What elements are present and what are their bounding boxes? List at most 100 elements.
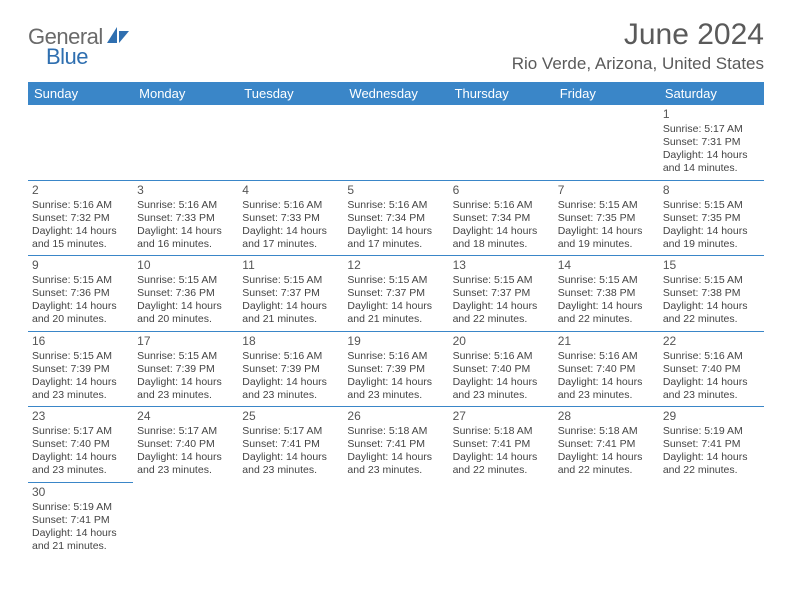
sunrise-text: Sunrise: 5:15 AM <box>663 274 760 287</box>
page: General June 2024 Rio Verde, Arizona, Un… <box>0 0 792 557</box>
day-number: 18 <box>242 334 339 349</box>
daylight-text: Daylight: 14 hours <box>663 376 760 389</box>
calendar-cell: 7Sunrise: 5:15 AMSunset: 7:35 PMDaylight… <box>554 180 659 256</box>
day-header-row: Sunday Monday Tuesday Wednesday Thursday… <box>28 82 764 105</box>
day-number: 16 <box>32 334 129 349</box>
daylight-text: Daylight: 14 hours <box>663 149 760 162</box>
daylight-text: and 22 minutes. <box>558 313 655 326</box>
sunrise-text: Sunrise: 5:15 AM <box>32 350 129 363</box>
calendar-cell <box>449 482 554 557</box>
daylight-text: and 23 minutes. <box>32 464 129 477</box>
sunset-text: Sunset: 7:39 PM <box>137 363 234 376</box>
daylight-text: Daylight: 14 hours <box>663 300 760 313</box>
sunrise-text: Sunrise: 5:16 AM <box>32 199 129 212</box>
calendar-cell: 8Sunrise: 5:15 AMSunset: 7:35 PMDaylight… <box>659 180 764 256</box>
calendar-cell <box>133 482 238 557</box>
sunset-text: Sunset: 7:35 PM <box>663 212 760 225</box>
sunrise-text: Sunrise: 5:15 AM <box>558 274 655 287</box>
day-number: 13 <box>453 258 550 273</box>
daylight-text: and 21 minutes. <box>347 313 444 326</box>
calendar-cell: 2Sunrise: 5:16 AMSunset: 7:32 PMDaylight… <box>28 180 133 256</box>
day-number: 26 <box>347 409 444 424</box>
day-number: 7 <box>558 183 655 198</box>
daylight-text: and 18 minutes. <box>453 238 550 251</box>
calendar-week-row: 30Sunrise: 5:19 AMSunset: 7:41 PMDayligh… <box>28 482 764 557</box>
daylight-text: Daylight: 14 hours <box>32 527 129 540</box>
calendar-cell <box>238 105 343 180</box>
daylight-text: Daylight: 14 hours <box>663 451 760 464</box>
day-number: 3 <box>137 183 234 198</box>
calendar-cell: 15Sunrise: 5:15 AMSunset: 7:38 PMDayligh… <box>659 256 764 332</box>
day-number: 23 <box>32 409 129 424</box>
day-number: 21 <box>558 334 655 349</box>
sunrise-text: Sunrise: 5:15 AM <box>347 274 444 287</box>
daylight-text: and 22 minutes. <box>663 464 760 477</box>
daylight-text: Daylight: 14 hours <box>453 225 550 238</box>
sunset-text: Sunset: 7:34 PM <box>347 212 444 225</box>
sunrise-text: Sunrise: 5:17 AM <box>242 425 339 438</box>
day-number: 1 <box>663 107 760 122</box>
daylight-text: and 23 minutes. <box>137 464 234 477</box>
sunrise-text: Sunrise: 5:15 AM <box>242 274 339 287</box>
calendar-cell: 19Sunrise: 5:16 AMSunset: 7:39 PMDayligh… <box>343 331 448 407</box>
daylight-text: Daylight: 14 hours <box>558 225 655 238</box>
calendar-cell: 26Sunrise: 5:18 AMSunset: 7:41 PMDayligh… <box>343 407 448 483</box>
sunset-text: Sunset: 7:37 PM <box>242 287 339 300</box>
sunrise-text: Sunrise: 5:16 AM <box>242 350 339 363</box>
sunrise-text: Sunrise: 5:16 AM <box>453 199 550 212</box>
calendar-cell: 22Sunrise: 5:16 AMSunset: 7:40 PMDayligh… <box>659 331 764 407</box>
daylight-text: and 21 minutes. <box>32 540 129 553</box>
day-number: 15 <box>663 258 760 273</box>
sunset-text: Sunset: 7:37 PM <box>453 287 550 300</box>
calendar-week-row: 9Sunrise: 5:15 AMSunset: 7:36 PMDaylight… <box>28 256 764 332</box>
daylight-text: and 22 minutes. <box>453 313 550 326</box>
sunrise-text: Sunrise: 5:18 AM <box>453 425 550 438</box>
sunset-text: Sunset: 7:40 PM <box>663 363 760 376</box>
day-number: 5 <box>347 183 444 198</box>
sunset-text: Sunset: 7:41 PM <box>663 438 760 451</box>
daylight-text: and 15 minutes. <box>32 238 129 251</box>
calendar-cell: 27Sunrise: 5:18 AMSunset: 7:41 PMDayligh… <box>449 407 554 483</box>
title-block: June 2024 Rio Verde, Arizona, United Sta… <box>512 18 764 74</box>
daylight-text: and 22 minutes. <box>663 313 760 326</box>
calendar-cell: 24Sunrise: 5:17 AMSunset: 7:40 PMDayligh… <box>133 407 238 483</box>
daylight-text: Daylight: 14 hours <box>242 225 339 238</box>
calendar-cell <box>343 105 448 180</box>
calendar-cell: 16Sunrise: 5:15 AMSunset: 7:39 PMDayligh… <box>28 331 133 407</box>
calendar-cell: 1Sunrise: 5:17 AMSunset: 7:31 PMDaylight… <box>659 105 764 180</box>
calendar-table: Sunday Monday Tuesday Wednesday Thursday… <box>28 82 764 557</box>
sunrise-text: Sunrise: 5:18 AM <box>558 425 655 438</box>
day-number: 12 <box>347 258 444 273</box>
sunset-text: Sunset: 7:40 PM <box>137 438 234 451</box>
calendar-cell: 18Sunrise: 5:16 AMSunset: 7:39 PMDayligh… <box>238 331 343 407</box>
daylight-text: Daylight: 14 hours <box>558 376 655 389</box>
sunset-text: Sunset: 7:41 PM <box>453 438 550 451</box>
day-number: 19 <box>347 334 444 349</box>
header-row: General June 2024 Rio Verde, Arizona, Un… <box>28 18 764 74</box>
daylight-text: and 17 minutes. <box>242 238 339 251</box>
daylight-text: and 23 minutes. <box>32 389 129 402</box>
sunset-text: Sunset: 7:41 PM <box>558 438 655 451</box>
logo-sail-icon <box>105 25 131 50</box>
calendar-cell: 3Sunrise: 5:16 AMSunset: 7:33 PMDaylight… <box>133 180 238 256</box>
sunrise-text: Sunrise: 5:16 AM <box>453 350 550 363</box>
sunset-text: Sunset: 7:34 PM <box>453 212 550 225</box>
sunrise-text: Sunrise: 5:15 AM <box>663 199 760 212</box>
calendar-week-row: 2Sunrise: 5:16 AMSunset: 7:32 PMDaylight… <box>28 180 764 256</box>
daylight-text: Daylight: 14 hours <box>663 225 760 238</box>
calendar-cell: 5Sunrise: 5:16 AMSunset: 7:34 PMDaylight… <box>343 180 448 256</box>
sunset-text: Sunset: 7:38 PM <box>663 287 760 300</box>
sunset-text: Sunset: 7:41 PM <box>242 438 339 451</box>
sunset-text: Sunset: 7:37 PM <box>347 287 444 300</box>
day-number: 30 <box>32 485 129 500</box>
day-number: 2 <box>32 183 129 198</box>
daylight-text: and 19 minutes. <box>663 238 760 251</box>
daylight-text: Daylight: 14 hours <box>347 300 444 313</box>
sunrise-text: Sunrise: 5:15 AM <box>137 274 234 287</box>
daylight-text: Daylight: 14 hours <box>242 376 339 389</box>
sunrise-text: Sunrise: 5:16 AM <box>347 199 444 212</box>
daylight-text: Daylight: 14 hours <box>32 225 129 238</box>
day-header: Saturday <box>659 82 764 105</box>
calendar-cell: 17Sunrise: 5:15 AMSunset: 7:39 PMDayligh… <box>133 331 238 407</box>
day-number: 22 <box>663 334 760 349</box>
